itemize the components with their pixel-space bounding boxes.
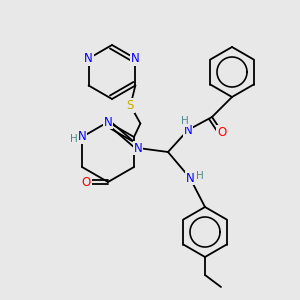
Text: S: S <box>127 99 134 112</box>
Text: N: N <box>186 172 194 184</box>
Text: H: H <box>181 116 189 126</box>
Text: O: O <box>218 125 226 139</box>
Text: H: H <box>196 171 204 181</box>
Text: N: N <box>184 124 192 136</box>
Text: H: H <box>70 134 78 144</box>
Text: N: N <box>78 130 86 143</box>
Text: N: N <box>84 52 93 65</box>
Text: N: N <box>131 52 140 65</box>
Text: N: N <box>134 142 142 154</box>
Text: N: N <box>103 116 112 128</box>
Text: O: O <box>81 176 91 188</box>
